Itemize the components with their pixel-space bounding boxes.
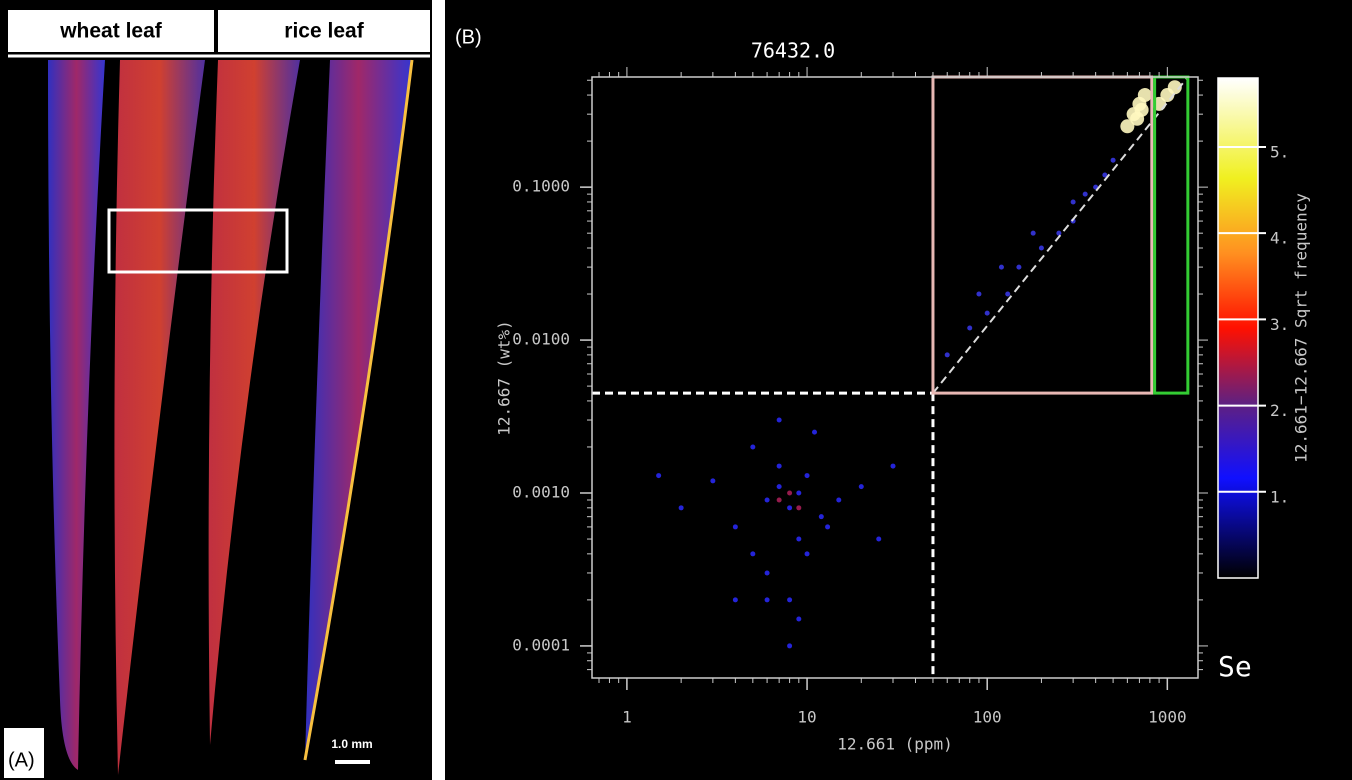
zoom-box — [107, 208, 289, 274]
data-point — [796, 505, 802, 511]
data-point — [1016, 264, 1022, 270]
plot-frame — [591, 76, 1199, 679]
leaf — [305, 60, 412, 760]
data-point — [776, 484, 782, 490]
x-tick-label: 1 — [622, 708, 632, 727]
x-axis-label: 12.661 (ppm) — [837, 735, 953, 754]
data-point — [710, 478, 716, 484]
data-point — [796, 536, 802, 542]
panel-tag: (A) — [8, 749, 35, 771]
y-tick-label: 0.0010 — [512, 482, 570, 501]
data-point — [764, 570, 770, 576]
y-tick-label: 0.0100 — [512, 330, 570, 349]
data-point — [787, 597, 793, 603]
panel-b-bg — [445, 0, 1352, 780]
data-point — [1070, 199, 1076, 205]
data-point — [750, 551, 756, 557]
data-point — [876, 536, 882, 542]
data-point — [818, 514, 824, 520]
data-point — [984, 310, 990, 316]
x-tick-label: 1000 — [1148, 708, 1187, 727]
data-point — [1110, 157, 1116, 163]
data-point — [764, 597, 770, 603]
panel-label: wheat leaf — [59, 20, 163, 43]
data-point — [836, 497, 842, 503]
data-point — [1120, 119, 1135, 134]
y-tick-label: 0.1000 — [512, 177, 570, 196]
data-point — [732, 597, 738, 603]
data-point — [976, 291, 982, 297]
data-point — [1137, 88, 1152, 103]
data-point — [858, 484, 864, 490]
data-point — [967, 325, 973, 331]
data-point — [998, 264, 1004, 270]
data-point — [796, 616, 802, 622]
data-point — [1038, 245, 1044, 251]
leaf — [114, 60, 205, 775]
data-point — [890, 463, 896, 469]
data-point — [1167, 80, 1182, 95]
colorbar-tick-label: 4. — [1270, 229, 1289, 248]
panel-label: rice leaf — [284, 20, 364, 43]
leaf-edge — [303, 59, 414, 761]
data-point — [776, 417, 782, 423]
data-point — [944, 352, 950, 358]
data-point — [678, 505, 684, 511]
tag-box — [4, 728, 44, 778]
data-point — [1102, 172, 1108, 178]
leaf — [208, 60, 300, 745]
colorbar-tick-label: 1. — [1270, 487, 1289, 506]
data-point — [776, 463, 782, 469]
data-point — [812, 429, 818, 435]
data-point — [1082, 191, 1088, 197]
colorbar-tick-label: 3. — [1270, 315, 1289, 334]
data-point — [804, 551, 810, 557]
colorbar-label: 12.661−12.667 Sqrt frequency — [1292, 193, 1311, 463]
data-point — [1005, 291, 1011, 297]
colorbar-tick-label: 5. — [1270, 142, 1289, 161]
scale-label: 1.0 mm — [331, 737, 372, 751]
y-tick-label: 0.0001 — [512, 635, 570, 654]
label-box — [8, 10, 214, 52]
data-point — [804, 473, 810, 479]
y-axis-label: 12.667 (wt%) — [495, 320, 514, 436]
data-point — [656, 473, 662, 479]
data-point — [787, 490, 793, 496]
diagonal — [932, 76, 1189, 394]
colorbar — [1217, 77, 1259, 579]
data-point — [787, 643, 793, 649]
leaf — [48, 60, 105, 770]
data-point — [787, 505, 793, 511]
data-point — [1134, 102, 1149, 117]
data-point — [1030, 230, 1036, 236]
x-tick-label: 10 — [797, 708, 816, 727]
chart-title: 76432.0 — [751, 39, 835, 63]
data-point — [1056, 230, 1062, 236]
data-point — [750, 444, 756, 450]
panel-tag: (B) — [455, 26, 482, 48]
data-point — [764, 497, 770, 503]
data-point — [732, 524, 738, 530]
label-box — [218, 10, 430, 52]
element-label: Se — [1218, 650, 1252, 683]
data-point — [776, 497, 782, 503]
colorbar-tick-label: 2. — [1270, 401, 1289, 420]
data-point — [796, 490, 802, 496]
x-tick-label: 100 — [973, 708, 1002, 727]
data-point — [825, 524, 831, 530]
